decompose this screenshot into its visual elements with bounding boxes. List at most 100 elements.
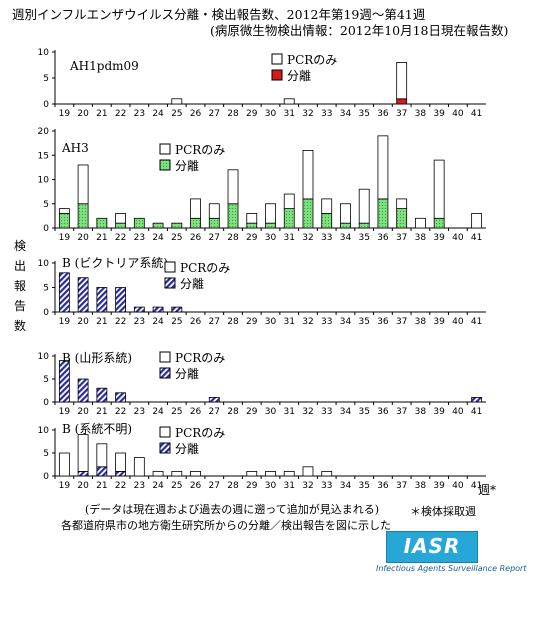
- x-tick-label: 29: [246, 109, 258, 119]
- y-axis-label-char: 数: [14, 318, 26, 333]
- x-tick-label: 19: [59, 233, 71, 243]
- bar-isolation: [171, 306, 183, 313]
- week-unit-label: 週*: [478, 483, 497, 497]
- iasr-logo-subtext: Infectious Agents Surveillance Report: [376, 564, 527, 573]
- bar-isolation: [396, 208, 408, 229]
- x-tick-label: 37: [396, 407, 407, 417]
- bar-isolation: [190, 217, 201, 229]
- legend-label-pcr: PCRのみ: [175, 143, 225, 157]
- bar-isolation: [115, 470, 126, 477]
- bar-pcr: [77, 434, 89, 472]
- x-tick-label: 33: [321, 109, 332, 119]
- x-tick-label: 30: [265, 481, 277, 491]
- x-tick-label: 36: [377, 407, 389, 417]
- x-tick-label: 29: [246, 407, 258, 417]
- x-tick-label: 25: [171, 233, 182, 243]
- x-tick-label: 34: [340, 233, 352, 243]
- bar-isolation: [433, 217, 445, 229]
- x-tick-label: 21: [96, 233, 107, 243]
- bar-isolation: [96, 466, 108, 477]
- x-tick-label: 38: [415, 317, 427, 327]
- bar-pcr: [171, 98, 183, 105]
- x-tick-label: 32: [302, 317, 313, 327]
- x-tick-label: 26: [190, 481, 202, 491]
- x-tick-label: 34: [340, 317, 352, 327]
- x-tick-label: 20: [77, 481, 89, 491]
- x-tick-label: 39: [433, 407, 445, 417]
- x-tick-label: 39: [433, 317, 445, 327]
- x-tick-label: 28: [227, 109, 239, 119]
- bar-isolation: [152, 306, 164, 313]
- x-tick-label: 31: [284, 407, 295, 417]
- y-tick-label: 0: [43, 472, 49, 482]
- legend-swatch-isolation: [164, 277, 176, 289]
- x-tick-label: 41: [471, 317, 482, 327]
- x-tick-label: 30: [265, 109, 277, 119]
- bar-isolation: [58, 213, 70, 229]
- legend-swatch-pcr: [159, 143, 171, 155]
- x-tick-label: 32: [302, 109, 313, 119]
- legend-label-pcr: PCRのみ: [287, 53, 337, 67]
- y-tick-label: 0: [43, 100, 49, 110]
- x-tick-label: 35: [358, 233, 369, 243]
- x-tick-label: 22: [115, 481, 126, 491]
- x-tick-label: 30: [265, 233, 277, 243]
- x-tick-label: 24: [152, 109, 164, 119]
- x-tick-label: 38: [415, 481, 427, 491]
- bar-isolation: [77, 277, 89, 313]
- panel-0: 0 5 10 19 20 21 22 23 24 25 26 27 28 29 30 31 32 33 34 35 36…: [38, 48, 486, 119]
- x-tick-label: 22: [115, 233, 126, 243]
- bar-pcr: [246, 470, 258, 477]
- bar-pcr: [96, 443, 108, 468]
- x-tick-label: 19: [59, 407, 71, 417]
- panel-2: 0 5 10 19 20 21 22 23 24 25 26 27 28 29 30 31 32 33 34 35 36…: [38, 256, 486, 327]
- x-tick-label: 40: [452, 233, 464, 243]
- panel-1: 0 5 10 15 20 19 20 21 22 23 24 25 26 27 28 29 30 31 32 33 34…: [38, 127, 486, 243]
- y-tick-label: 5: [43, 74, 49, 84]
- x-tick-label: 36: [377, 317, 389, 327]
- y-tick-label: 5: [43, 200, 49, 210]
- x-tick-label: 37: [396, 481, 407, 491]
- legend-label-isolation: 分離: [175, 159, 199, 173]
- y-axis-label: 検出報告数: [14, 239, 26, 333]
- legend-label-pcr: PCRのみ: [180, 261, 230, 275]
- x-tick-label: 25: [171, 481, 182, 491]
- bar-pcr: [283, 98, 295, 105]
- y-axis-label-char: 検: [14, 239, 26, 253]
- bar-isolation: [77, 470, 89, 477]
- bar-isolation: [321, 213, 333, 229]
- panel-title: B (ビクトリア系統): [62, 256, 168, 270]
- bar-isolation: [265, 222, 276, 229]
- bar-pcr: [58, 208, 70, 214]
- x-tick-label: 22: [115, 407, 126, 417]
- x-tick-label: 40: [452, 407, 464, 417]
- x-tick-label: 31: [284, 109, 295, 119]
- x-tick-label: 23: [134, 233, 145, 243]
- bar-pcr: [190, 470, 201, 477]
- bar-pcr: [152, 470, 164, 477]
- bar-isolation: [96, 387, 108, 403]
- x-tick-label: 35: [358, 407, 369, 417]
- bar-pcr: [246, 213, 258, 224]
- chart-title: 週別インフルエンザウイルス分離・検出報告数、2012年第19週〜第41週: [12, 7, 426, 22]
- x-tick-label: 40: [452, 317, 464, 327]
- x-tick-label: 27: [209, 317, 220, 327]
- x-tick-label: 22: [115, 109, 126, 119]
- x-tick-label: 23: [134, 317, 145, 327]
- bar-isolation: [171, 222, 183, 229]
- x-tick-label: 28: [227, 233, 239, 243]
- bar-pcr: [190, 198, 201, 219]
- x-tick-label: 21: [96, 481, 107, 491]
- y-tick-label: 10: [38, 48, 50, 58]
- x-tick-label: 25: [171, 317, 182, 327]
- bar-pcr: [396, 198, 408, 209]
- x-tick-label: 27: [209, 481, 220, 491]
- legend-label-isolation: 分離: [180, 277, 204, 291]
- x-tick-label: 32: [302, 407, 313, 417]
- bar-pcr: [396, 62, 408, 100]
- x-tick-label: 37: [396, 233, 407, 243]
- legend-swatch-isolation: [159, 367, 171, 379]
- bar-pcr: [302, 466, 314, 477]
- bar-pcr: [115, 213, 126, 224]
- x-tick-label: 39: [433, 109, 445, 119]
